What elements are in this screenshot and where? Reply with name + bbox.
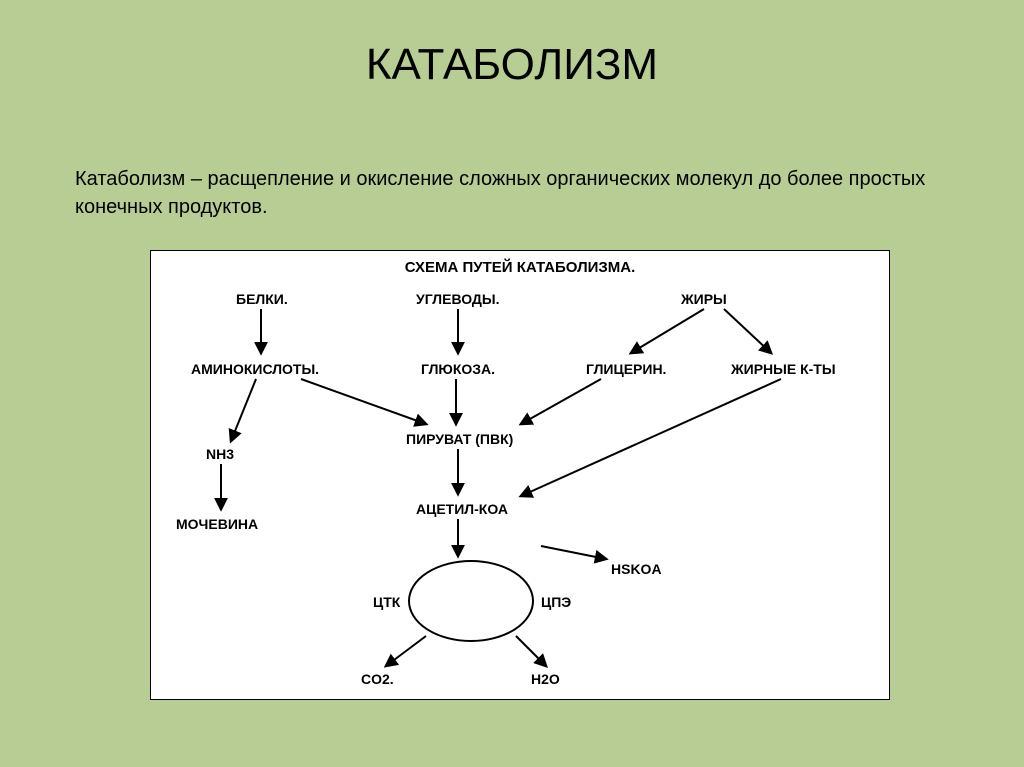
- edge-2: [631, 309, 704, 353]
- edge-3: [724, 309, 771, 353]
- node-ctk: ЦТК: [373, 594, 400, 610]
- edge-7: [521, 379, 601, 424]
- node-fats: ЖИРЫ: [681, 291, 727, 307]
- node-carbs: УГЛЕВОДЫ.: [416, 291, 500, 307]
- node-pyruvate: ПИРУВАТ (ПВК): [406, 431, 513, 447]
- node-h2o: H2O: [531, 671, 560, 687]
- cycle-ellipse: [409, 561, 533, 641]
- node-cpe: ЦПЭ: [541, 594, 571, 610]
- edge-12: [541, 546, 606, 559]
- edge-13: [386, 636, 426, 666]
- diagram-container: СХЕМА ПУТЕЙ КАТАБОЛИЗМА. БЕЛКИ.УГЛЕВОДЫ.…: [150, 250, 890, 700]
- node-fattyacids: ЖИРНЫЕ К-ТЫ: [731, 361, 836, 377]
- definition-text: Катаболизм – расщепление и окисление сло…: [75, 165, 949, 221]
- node-nh3: NH3: [206, 446, 234, 462]
- edge-8: [521, 379, 781, 496]
- node-glycerin: ГЛИЦЕРИН.: [586, 361, 666, 377]
- node-amino: АМИНОКИСЛОТЫ.: [191, 361, 319, 377]
- node-co2: CO2.: [361, 671, 394, 687]
- node-urea: МОЧЕВИНА: [176, 516, 258, 532]
- node-hskoa: HSKOA: [611, 561, 662, 577]
- node-glucose: ГЛЮКОЗА.: [421, 361, 495, 377]
- edge-4: [231, 379, 256, 441]
- node-proteins: БЕЛКИ.: [236, 291, 288, 307]
- diagram-edges: [151, 251, 891, 701]
- edge-5: [301, 379, 426, 424]
- edge-14: [516, 636, 546, 666]
- node-acetyl: АЦЕТИЛ-КОА: [416, 501, 508, 517]
- slide-title: КАТАБОЛИЗМ: [0, 40, 1024, 90]
